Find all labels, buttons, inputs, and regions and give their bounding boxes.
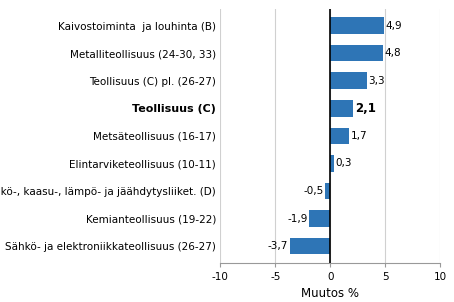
Bar — [331, 128, 349, 144]
Bar — [331, 72, 367, 89]
Text: -1,9: -1,9 — [288, 214, 308, 223]
Bar — [290, 238, 331, 255]
Text: 3,3: 3,3 — [368, 76, 385, 86]
Bar — [331, 17, 384, 34]
Text: -0,5: -0,5 — [303, 186, 323, 196]
Text: 4,9: 4,9 — [385, 21, 402, 31]
Bar — [309, 210, 331, 227]
Text: 4,8: 4,8 — [385, 48, 401, 58]
Bar — [331, 45, 383, 61]
Text: -3,7: -3,7 — [268, 241, 288, 251]
Text: 0,3: 0,3 — [335, 159, 351, 169]
X-axis label: Muutos %: Muutos % — [301, 287, 359, 300]
Bar — [325, 183, 331, 199]
Bar — [331, 100, 353, 117]
Text: 1,7: 1,7 — [350, 131, 367, 141]
Text: 2,1: 2,1 — [355, 102, 375, 115]
Bar — [331, 155, 334, 172]
